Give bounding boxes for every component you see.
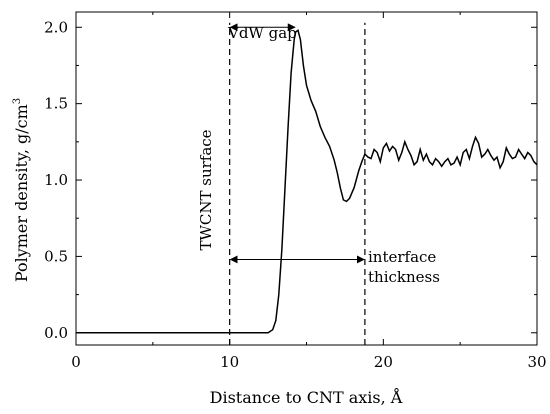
- interface-label-line1: interface: [368, 248, 436, 266]
- y-tick-label: 0.0: [44, 324, 68, 342]
- plot-area-border: [75, 11, 538, 346]
- plot-frame: [75, 11, 538, 346]
- y-tick-label: 0.5: [44, 247, 68, 265]
- y-axis-label-superscript: 3: [12, 98, 23, 104]
- y-axis-label: Polymer density, g/cm3: [12, 98, 31, 282]
- y-tick-label: 2.0: [44, 18, 68, 36]
- y-tick-label: 1.5: [44, 95, 68, 113]
- x-tick-label: 30: [527, 353, 546, 371]
- y-axis-label-main: Polymer density, g/cm: [12, 104, 31, 282]
- axis-ticks: [75, 12, 538, 345]
- x-tick-label: 0: [71, 353, 81, 371]
- y-tick-label: 1.0: [44, 171, 68, 189]
- density-series-line: [76, 29, 538, 334]
- interface-label-line2: thickness: [368, 268, 440, 286]
- x-axis-label: Distance to CNT axis, Å: [210, 387, 403, 407]
- vdw-gap-label: VdW gap: [227, 24, 297, 42]
- axis-tick-labels: 0 10 20 30 0.0 0.5 1.0 1.5 2.0: [44, 18, 546, 371]
- surface-lines: [229, 22, 366, 345]
- x-tick-label: 10: [220, 353, 239, 371]
- twcnt-surface-label: TWCNT surface: [197, 129, 215, 250]
- x-tick-label: 20: [374, 353, 393, 371]
